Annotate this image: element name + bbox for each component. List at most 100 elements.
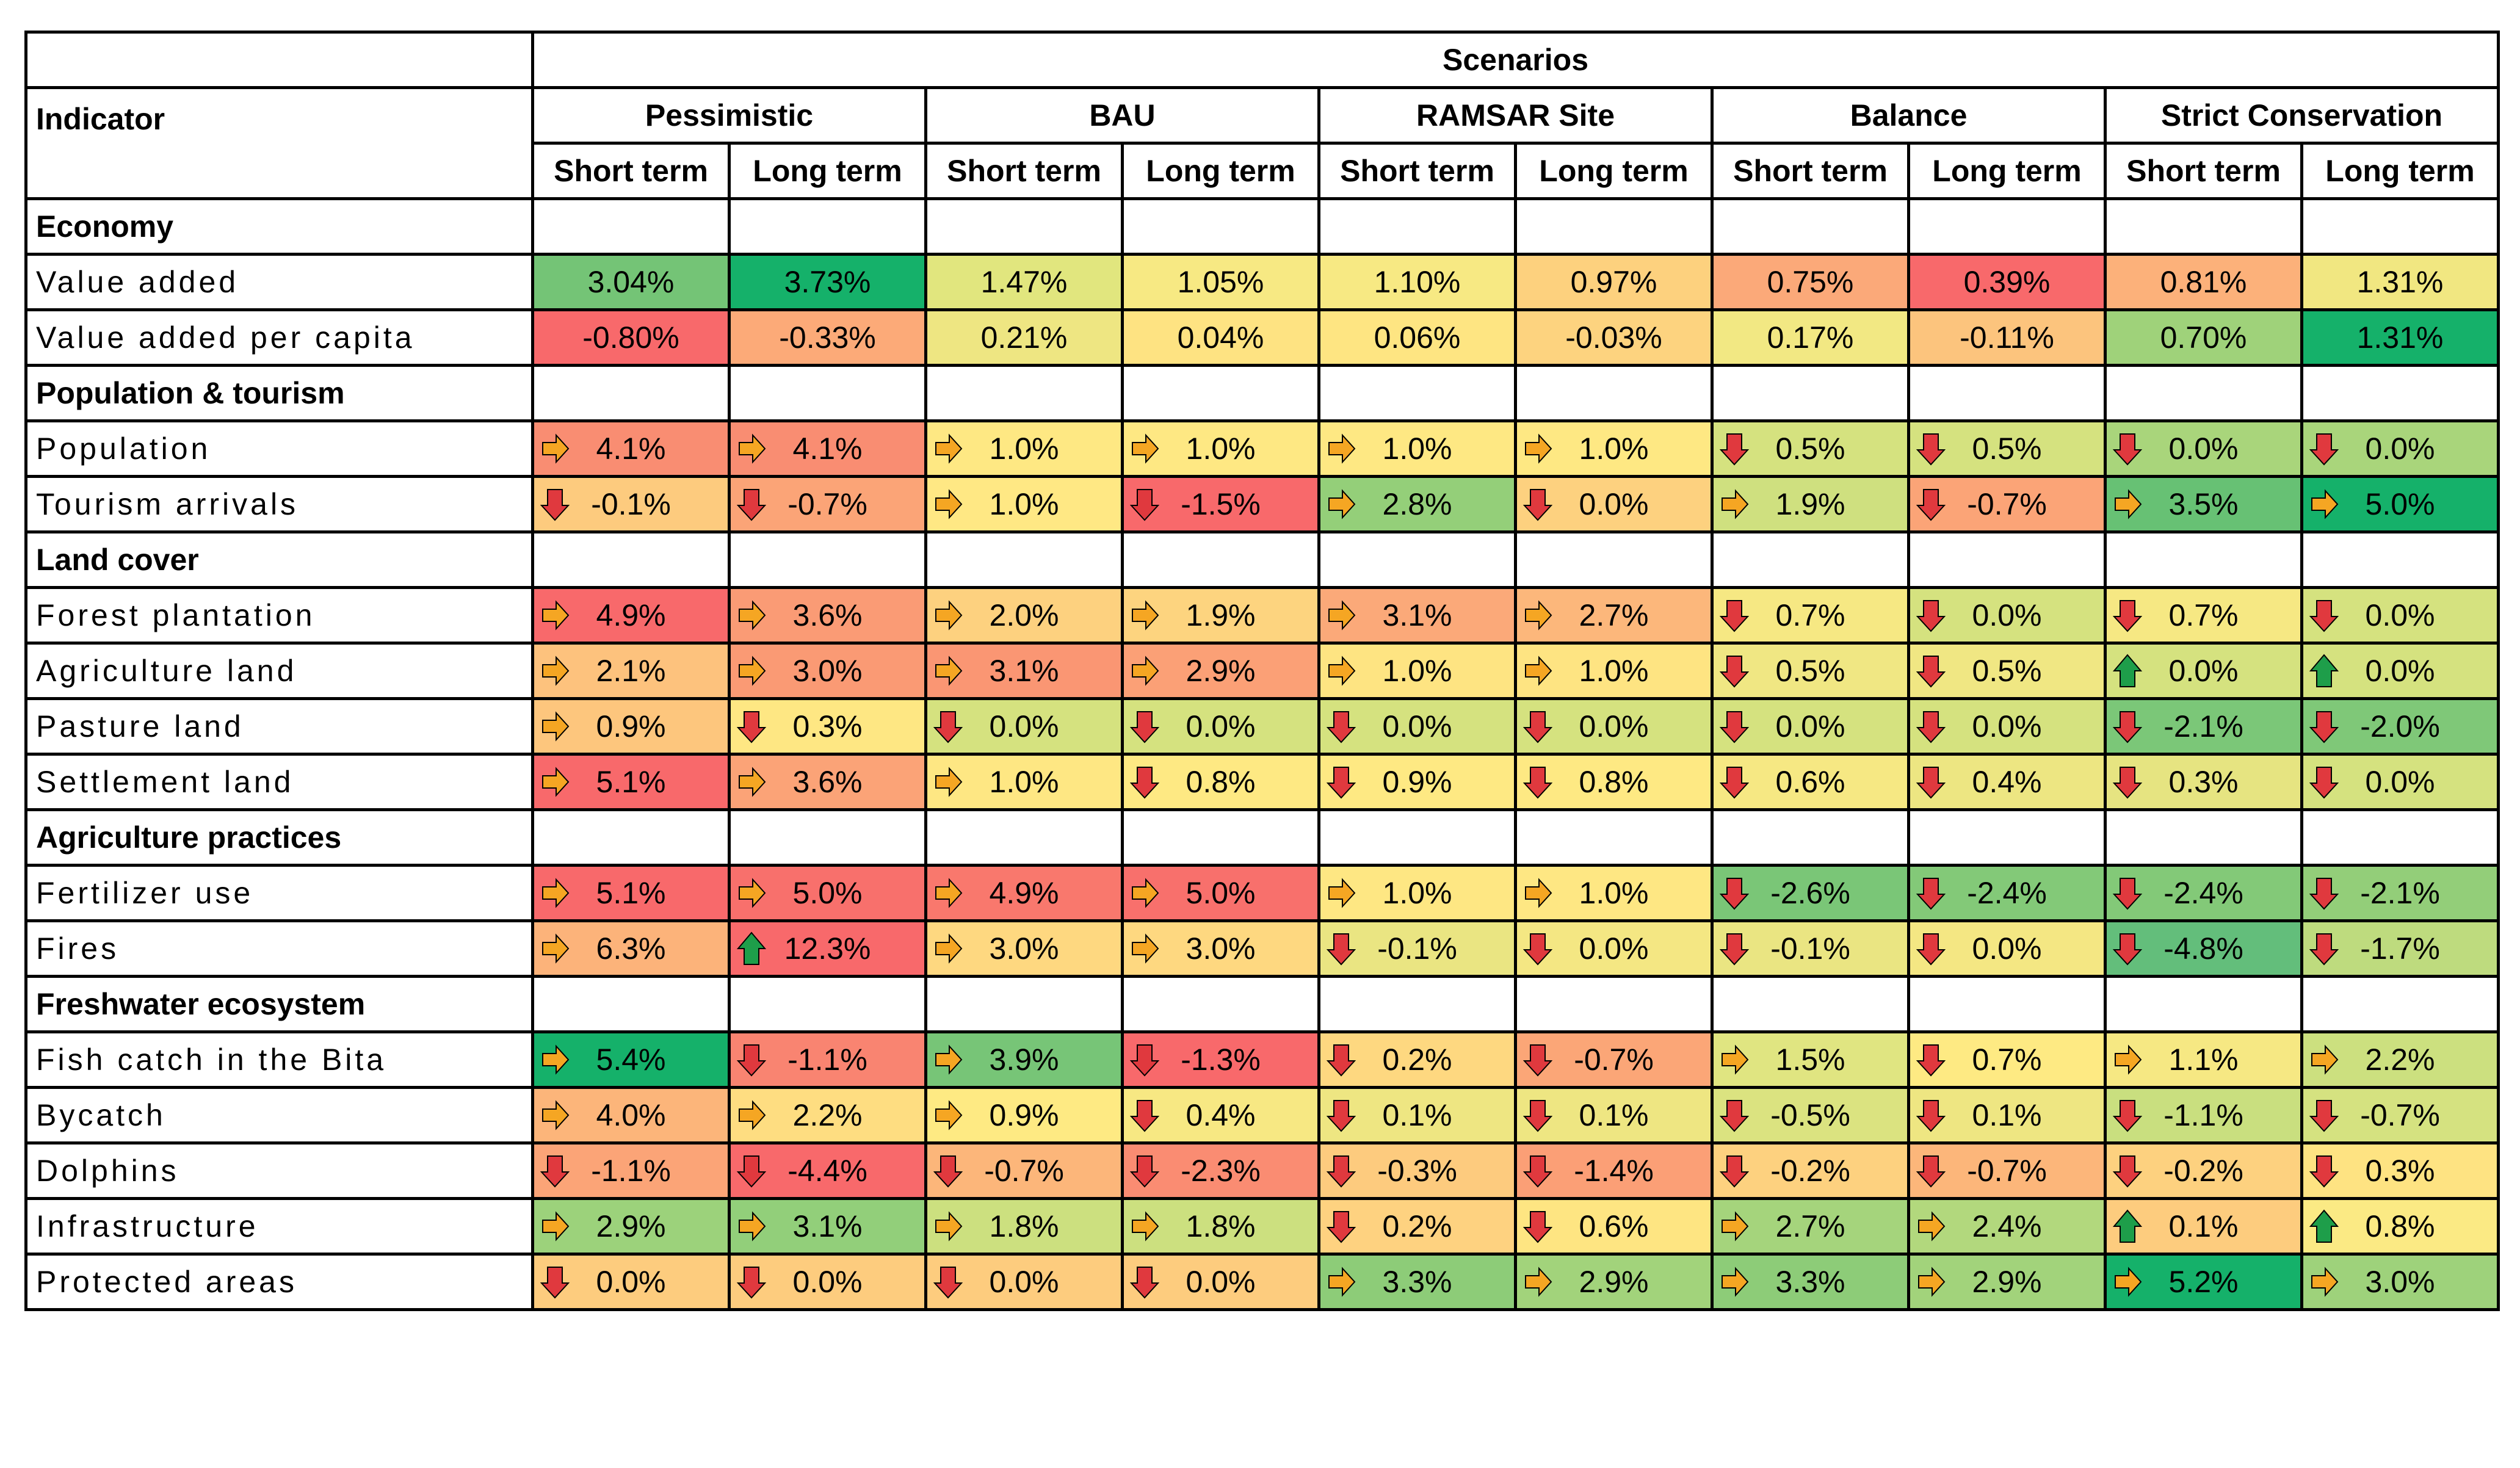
empty-cell [2104,975,2303,1033]
value-cell: 1.05% [1121,253,1320,311]
arrow-right-icon [933,487,963,521]
value-cell: 1.0% [1514,864,1714,922]
short-term-header: Short term [531,142,731,200]
arrow-right-icon [737,1209,766,1243]
value-cell: 0.2% [1317,1030,1517,1089]
value-cell: -2.0% [2300,697,2500,756]
value-cell: 3.0% [924,919,1124,978]
value-text: -0.7% [2360,1098,2440,1132]
arrow-right-icon [1130,931,1159,966]
arrow-down-icon [2113,876,2142,910]
value-text: -0.7% [1967,1154,2047,1188]
value-text: 0.7% [1972,1043,2042,1077]
value-cell: 0.0% [2300,642,2500,700]
value-cell: 1.9% [1711,475,1910,533]
value-cell: -2.4% [1907,864,2107,922]
short-term-header: Short term [924,142,1124,200]
empty-cell [531,530,731,589]
value-text: 3.3% [1775,1265,1845,1299]
arrow-right-icon [737,765,766,799]
indicator-name-cell: Fires [24,919,534,978]
value-cell: -0.2% [1711,1141,1910,1200]
value-text: 0.0% [1579,931,1649,966]
arrow-right-icon [540,765,570,799]
indicator-name: Population [36,432,211,466]
value-text: 2.8% [1382,487,1452,521]
arrow-down-icon [933,1265,963,1299]
value-text: 1.9% [1186,598,1256,632]
value-cell: 5.2% [2104,1253,2303,1311]
scenario-ramsar-header: RAMSAR Site [1317,86,1714,145]
value-text: -2.1% [2360,876,2440,910]
arrow-right-icon [933,432,963,466]
value-cell: 3.3% [1711,1253,1910,1311]
value-text: 2.4% [1972,1209,2042,1243]
value-text: 2.9% [1579,1265,1649,1299]
value-cell: 0.5% [1711,419,1910,478]
indicator-row: Agriculture land 2.1% 3.0% 3.1% 2.9% 1.0% 1.0%… [24,642,2500,700]
arrow-down-icon [1916,654,1946,688]
value-text: 1.1% [2168,1043,2239,1077]
indicator-name: Agriculture land [36,654,297,688]
value-text: 3.0% [1186,931,1256,966]
empty-cell [924,197,1124,256]
value-cell: 0.06% [1317,308,1517,367]
value-cell: 5.4% [531,1030,731,1089]
arrow-down-icon [1916,1098,1946,1132]
value-text: 3.6% [792,765,863,799]
arrow-up-icon [2113,654,2142,688]
empty-cell [2104,364,2303,422]
value-text: 3.0% [792,654,863,688]
arrow-down-icon [1523,709,1552,743]
value-text: -0.2% [1770,1154,1850,1188]
value-text: 0.0% [2168,432,2239,466]
value-cell: -2.3% [1121,1141,1320,1200]
arrow-down-icon [737,1043,766,1077]
value-text: 1.47% [980,265,1068,299]
value-cell: -0.7% [1907,1141,2107,1200]
value-text: 3.9% [989,1043,1059,1077]
long-term-header: Long term [2300,142,2500,200]
value-text: 0.7% [1775,598,1845,632]
value-text: 0.70% [2160,320,2247,355]
value-text: 5.1% [596,765,666,799]
value-text: 0.0% [2365,765,2435,799]
value-cell: -0.11% [1907,308,2107,367]
value-cell: 1.0% [924,419,1124,478]
arrow-down-icon [933,709,963,743]
arrow-down-icon [2113,709,2142,743]
value-cell: 5.0% [2300,475,2500,533]
empty-cell [2104,808,2303,867]
arrow-right-icon [540,1098,570,1132]
value-text: 3.3% [1382,1265,1452,1299]
value-cell: 0.39% [1907,253,2107,311]
empty-cell [1907,975,2107,1033]
value-cell: 0.0% [924,1253,1124,1311]
value-cell: 2.9% [531,1197,731,1256]
value-cell: 0.0% [531,1253,731,1311]
value-cell: 3.3% [1317,1253,1517,1311]
value-text: 3.0% [2365,1265,2435,1299]
arrow-right-icon [737,876,766,910]
value-text: 0.0% [1579,709,1649,743]
arrow-down-icon [737,709,766,743]
arrow-up-icon [2113,1209,2142,1243]
value-text: 2.9% [1972,1265,2042,1299]
value-text: -4.4% [788,1154,867,1188]
value-text: 1.0% [1579,654,1649,688]
indicator-name-cell: Bycatch [24,1086,534,1144]
value-text: 3.6% [792,598,863,632]
value-cell: -4.4% [728,1141,927,1200]
value-cell: 2.0% [924,586,1124,645]
value-text: 0.0% [1186,1265,1256,1299]
value-cell: 3.0% [2300,1253,2500,1311]
empty-cell [2300,808,2500,867]
arrow-right-icon [1130,598,1159,632]
value-text: 0.9% [596,709,666,743]
value-text: 0.0% [989,709,1059,743]
arrow-down-icon [2309,432,2339,466]
value-text: -1.1% [788,1043,867,1077]
value-text: 3.73% [784,265,871,299]
value-cell: 0.0% [1514,475,1714,533]
indicator-name-cell: Value added [24,253,534,311]
